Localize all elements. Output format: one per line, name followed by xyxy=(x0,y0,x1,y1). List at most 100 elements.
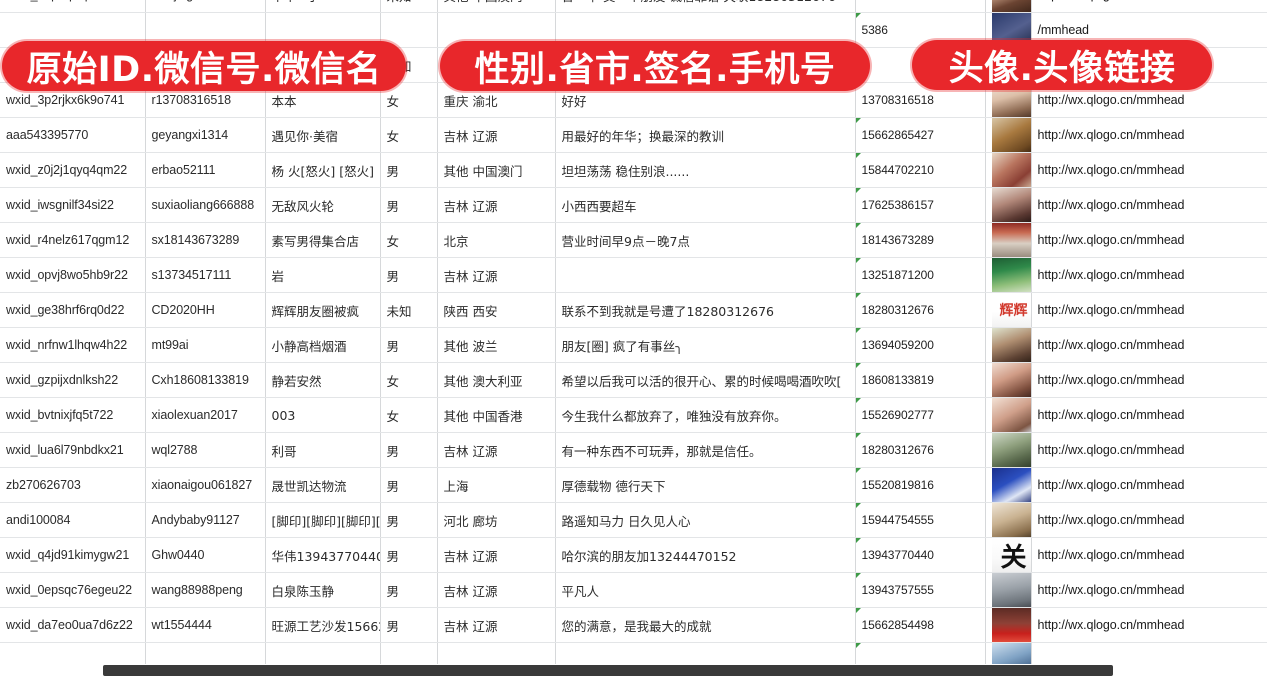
cell-wx-no[interactable]: geyangxi1314 xyxy=(145,117,266,153)
cell-wx-name[interactable]: 白泉陈玉静 xyxy=(265,572,381,608)
cell-sex[interactable]: 男 xyxy=(380,187,438,223)
cell-province[interactable]: 其他 中国澳门 xyxy=(437,0,556,13)
cell-wx-name[interactable]: 利哥 xyxy=(265,432,381,468)
cell-wx-no[interactable]: xiaonaigou061827 xyxy=(145,467,266,503)
cell-signature[interactable]: 希望以后我可以活的很开心、累的时候喝喝酒吹吹[ xyxy=(555,362,856,398)
cell-sex[interactable]: 男 xyxy=(380,257,438,293)
cell-signature[interactable]: 小西西要超车 xyxy=(555,187,856,223)
cell-orig-id[interactable]: wxid_lua6l79nbdkx21 xyxy=(0,432,146,468)
cell-sex[interactable]: 女 xyxy=(380,362,438,398)
cell-signature[interactable]: 厚德载物 德行天下 xyxy=(555,467,856,503)
cell-avatar-link[interactable]: http://wx.qlogo.cn/mmhead xyxy=(1031,537,1267,573)
cell-avatar[interactable] xyxy=(985,362,1032,398)
cell-wx-no[interactable]: CD2020HH xyxy=(145,292,266,328)
cell-province[interactable]: 吉林 辽源 xyxy=(437,537,556,573)
cell-avatar[interactable] xyxy=(985,397,1032,433)
cell-province[interactable]: 吉林 辽源 xyxy=(437,117,556,153)
cell-wx-name[interactable]: 遇见你·美宿 xyxy=(265,117,381,153)
cell-avatar-link[interactable]: http://wx.qlogo.cn/mmhead xyxy=(1031,502,1267,538)
cell-orig-id[interactable]: wxid_ge38hrf6rq0d22 xyxy=(0,292,146,328)
cell-wx-name[interactable]: [脚印][脚印][脚印][脚印 xyxy=(265,502,381,538)
cell-phone[interactable]: 18280312676 xyxy=(855,292,986,328)
cell-orig-id[interactable]: wxid_gzpijxdnlksh22 xyxy=(0,362,146,398)
cell-avatar[interactable] xyxy=(985,117,1032,153)
cell-avatar[interactable] xyxy=(985,222,1032,258)
cell-signature[interactable]: 哈尔滨的朋友加13244470152 xyxy=(555,537,856,573)
cell-wx-name[interactable]: 丫丫~小 xyxy=(265,0,381,13)
cell-province[interactable]: 吉林 辽源 xyxy=(437,257,556,293)
horizontal-scrollbar-track[interactable] xyxy=(0,664,1267,676)
cell-wx-no[interactable]: xiaojing600546 xyxy=(145,0,266,13)
cell-wx-no[interactable]: wql2788 xyxy=(145,432,266,468)
cell-avatar[interactable] xyxy=(985,327,1032,363)
cell-avatar-link[interactable]: http://wx.qlogo.cn/mmhead xyxy=(1031,467,1267,503)
cell-orig-id[interactable]: wxid_65p5qakpwuie22 xyxy=(0,0,146,13)
cell-avatar-link[interactable]: http://wx.qlogo.cn/mmhead xyxy=(1031,327,1267,363)
cell-wx-no[interactable]: sx18143673289 xyxy=(145,222,266,258)
cell-sex[interactable]: 女 xyxy=(380,117,438,153)
cell-sex[interactable]: 女 xyxy=(380,397,438,433)
cell-wx-name[interactable]: 素写男得集合店 xyxy=(265,222,381,258)
cell-phone[interactable]: 15944754555 xyxy=(855,502,986,538)
cell-province[interactable]: 河北 廊坊 xyxy=(437,502,556,538)
cell-avatar-link[interactable]: http://wx.qlogo.cn/mmhead xyxy=(1031,222,1267,258)
cell-orig-id[interactable]: wxid_iwsgnilf34si22 xyxy=(0,187,146,223)
cell-sex[interactable]: 男 xyxy=(380,327,438,363)
cell-signature[interactable]: 今生我什么都放弃了，唯独没有放弃你。 xyxy=(555,397,856,433)
cell-phone[interactable]: 15526902777 xyxy=(855,397,986,433)
table-row[interactable]: wxid_lua6l79nbdkx21 wql2788 利哥男吉林 辽源 有一种东西不… xyxy=(0,432,1267,468)
cell-signature[interactable]: 营业时间早9点－晚7点 xyxy=(555,222,856,258)
cell-signature[interactable]: 路遥知马力 日久见人心 xyxy=(555,502,856,538)
cell-sex[interactable]: 男 xyxy=(380,152,438,188)
cell-orig-id[interactable]: wxid_da7eo0ua7d6z22 xyxy=(0,607,146,643)
cell-sex[interactable]: 男 xyxy=(380,607,438,643)
cell-wx-name[interactable]: 岩 xyxy=(265,257,381,293)
cell-wx-no[interactable]: Cxh18608133819 xyxy=(145,362,266,398)
cell-wx-no[interactable]: s13734517111 xyxy=(145,257,266,293)
cell-province[interactable]: 其他 中国香港 xyxy=(437,397,556,433)
cell-avatar[interactable] xyxy=(985,502,1032,538)
cell-signature[interactable]: 坦坦荡荡 稳住别浪...... xyxy=(555,152,856,188)
cell-wx-no[interactable]: suxiaoliang666888 xyxy=(145,187,266,223)
cell-province[interactable]: 吉林 辽源 xyxy=(437,607,556,643)
table-row[interactable]: aaa543395770 geyangxi1314 遇见你·美宿女吉林 辽源 用最好的… xyxy=(0,117,1267,153)
cell-orig-id[interactable]: andi100084 xyxy=(0,502,146,538)
cell-avatar[interactable]: 关 xyxy=(985,537,1032,573)
table-row[interactable]: wxid_nrfnw1lhqw4h22 mt99ai 小静高档烟酒男其他 波兰 朋友[… xyxy=(0,327,1267,363)
cell-orig-id[interactable]: wxid_nrfnw1lhqw4h22 xyxy=(0,327,146,363)
cell-avatar-link[interactable]: http://wx.qlogo.cn/mmhead xyxy=(1031,187,1267,223)
table-row[interactable]: wxid_q4jd91kimygw21 Ghw0440 华伟13943770440 男… xyxy=(0,537,1267,573)
cell-wx-no[interactable]: wang88988peng xyxy=(145,572,266,608)
cell-wx-name[interactable]: 无敌风火轮 xyxy=(265,187,381,223)
cell-province[interactable]: 其他 波兰 xyxy=(437,327,556,363)
cell-avatar-link[interactable]: http://wx.qlogo.cn/mmhead xyxy=(1031,117,1267,153)
table-row[interactable]: wxid_z0j2j1qyq4qm22 erbao52111 杨 火[怒火] [怒火… xyxy=(0,152,1267,188)
table-row[interactable]: wxid_ge38hrf6rq0d22 CD2020HH 辉辉朋友圈被疯 未知 陕西 西… xyxy=(0,292,1267,328)
cell-signature[interactable]: 联系不到我就是号遭了18280312676 xyxy=(555,292,856,328)
cell-orig-id[interactable]: wxid_opvj8wo5hb9r22 xyxy=(0,257,146,293)
cell-orig-id[interactable]: wxid_z0j2j1qyq4qm22 xyxy=(0,152,146,188)
cell-avatar-link[interactable]: http://wx.qlogo.cn/mmhead xyxy=(1031,572,1267,608)
cell-sex[interactable]: 男 xyxy=(380,467,438,503)
table-row[interactable]: zb270626703 xiaonaigou061827 晟世凯达物流男上海 厚德载物… xyxy=(0,467,1267,503)
cell-wx-name[interactable]: 晟世凯达物流 xyxy=(265,467,381,503)
cell-wx-name[interactable]: 辉辉朋友圈被疯 xyxy=(265,292,381,328)
cell-phone[interactable]: 15520819816 xyxy=(855,467,986,503)
cell-wx-no[interactable]: Ghw0440 xyxy=(145,537,266,573)
cell-sex[interactable]: 男 xyxy=(380,432,438,468)
cell-orig-id[interactable]: zb270626703 xyxy=(0,467,146,503)
cell-orig-id[interactable]: wxid_q4jd91kimygw21 xyxy=(0,537,146,573)
cell-sex[interactable]: 男 xyxy=(380,502,438,538)
horizontal-scrollbar-thumb[interactable] xyxy=(103,665,1113,676)
cell-sex[interactable]: 未知 xyxy=(380,0,438,13)
cell-orig-id[interactable]: wxid_bvtnixjfq5t722 xyxy=(0,397,146,433)
cell-province[interactable]: 陕西 西安 xyxy=(437,292,556,328)
cell-province[interactable]: 北京 xyxy=(437,222,556,258)
cell-avatar-link[interactable]: http://wx.qlogo.cn/mmhead xyxy=(1031,152,1267,188)
table-row[interactable]: wxid_gzpijxdnlksh22 Cxh18608133819 静若安然女其他… xyxy=(0,362,1267,398)
cell-wx-no[interactable]: xiaolexuan2017 xyxy=(145,397,266,433)
table-row[interactable]: wxid_0epsqc76egeu22 wang88988peng 白泉陈玉静男吉林… xyxy=(0,572,1267,608)
